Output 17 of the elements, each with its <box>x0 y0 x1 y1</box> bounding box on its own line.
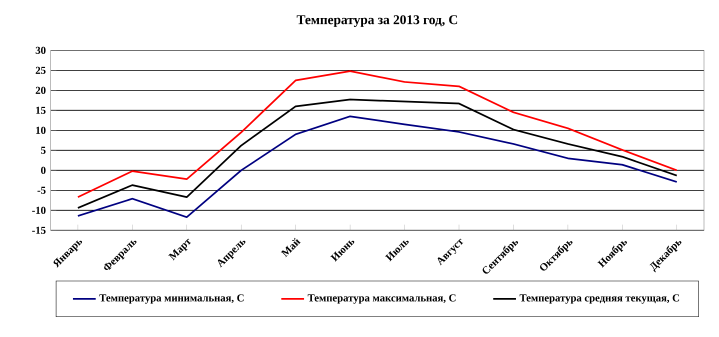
y-tick-label: 25 <box>36 66 46 74</box>
chart-title: Температура за 2013 год, С <box>296 15 458 27</box>
y-tick-label: 20 <box>36 86 46 94</box>
y-tick-label: 5 <box>41 146 46 154</box>
legend-label: Температура средняя текущая, С <box>520 294 680 304</box>
line-series <box>77 98 678 209</box>
line-series <box>77 70 678 198</box>
legend-label: Температура минимальная, С <box>99 294 244 304</box>
y-tick-label: -10 <box>32 206 46 214</box>
y-tick-label: -15 <box>32 226 46 234</box>
legend-label: Температура максимальная, С <box>308 294 456 304</box>
y-tick-label: 15 <box>36 106 46 114</box>
y-tick-label: 0 <box>41 166 46 174</box>
y-tick-label: 30 <box>36 46 46 54</box>
y-tick-label: -5 <box>37 186 46 194</box>
line-series <box>77 115 678 218</box>
y-tick-label: 10 <box>36 126 46 134</box>
